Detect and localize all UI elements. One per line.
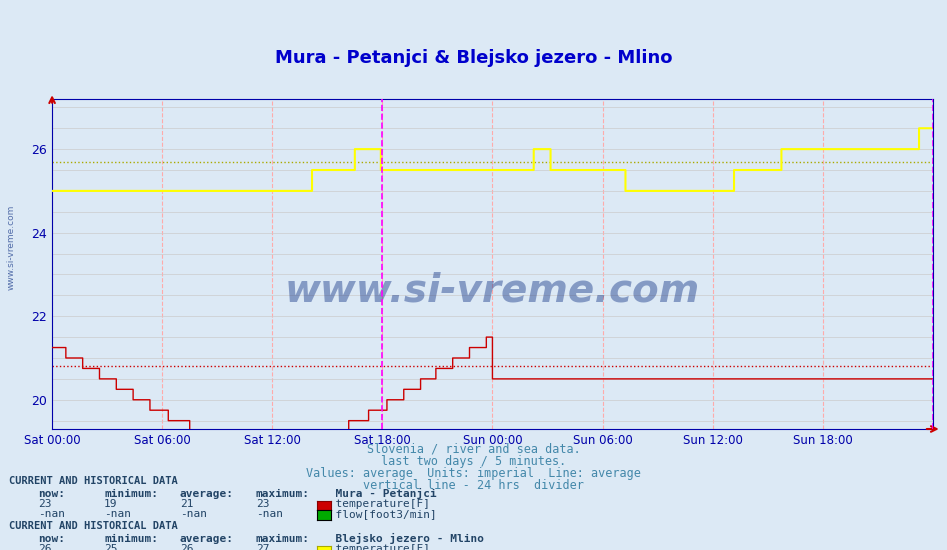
Text: 23: 23: [38, 499, 51, 509]
Text: Mura - Petanjci & Blejsko jezero - Mlino: Mura - Petanjci & Blejsko jezero - Mlino: [275, 49, 672, 67]
Text: maximum:: maximum:: [256, 488, 310, 499]
Text: 26: 26: [180, 544, 193, 550]
Text: Values: average  Units: imperial  Line: average: Values: average Units: imperial Line: av…: [306, 467, 641, 480]
Text: vertical line - 24 hrs  divider: vertical line - 24 hrs divider: [363, 479, 584, 492]
Text: 27: 27: [256, 544, 269, 550]
Text: Blejsko jezero - Mlino: Blejsko jezero - Mlino: [322, 533, 484, 544]
Text: -nan: -nan: [180, 509, 207, 519]
Text: now:: now:: [38, 534, 65, 544]
Text: 26: 26: [38, 544, 51, 550]
Text: CURRENT AND HISTORICAL DATA: CURRENT AND HISTORICAL DATA: [9, 476, 178, 486]
Text: www.si-vreme.com: www.si-vreme.com: [285, 271, 700, 310]
Text: minimum:: minimum:: [104, 534, 158, 544]
Text: 23: 23: [256, 499, 269, 509]
Text: -nan: -nan: [38, 509, 65, 519]
Text: 21: 21: [180, 499, 193, 509]
Text: flow[foot3/min]: flow[foot3/min]: [322, 509, 437, 519]
Text: 25: 25: [104, 544, 117, 550]
Text: temperature[F]: temperature[F]: [322, 544, 430, 550]
Text: 19: 19: [104, 499, 117, 509]
Text: www.si-vreme.com: www.si-vreme.com: [7, 205, 16, 290]
Text: maximum:: maximum:: [256, 534, 310, 544]
Text: minimum:: minimum:: [104, 488, 158, 499]
Text: -nan: -nan: [104, 509, 132, 519]
Text: Slovenia / river and sea data.: Slovenia / river and sea data.: [366, 443, 581, 456]
Text: average:: average:: [180, 534, 234, 544]
Text: -nan: -nan: [256, 509, 283, 519]
Text: last two days / 5 minutes.: last two days / 5 minutes.: [381, 455, 566, 468]
Text: Mura - Petanjci: Mura - Petanjci: [322, 488, 437, 499]
Text: CURRENT AND HISTORICAL DATA: CURRENT AND HISTORICAL DATA: [9, 521, 178, 531]
Text: temperature[F]: temperature[F]: [322, 499, 430, 509]
Text: average:: average:: [180, 488, 234, 499]
Text: now:: now:: [38, 488, 65, 499]
